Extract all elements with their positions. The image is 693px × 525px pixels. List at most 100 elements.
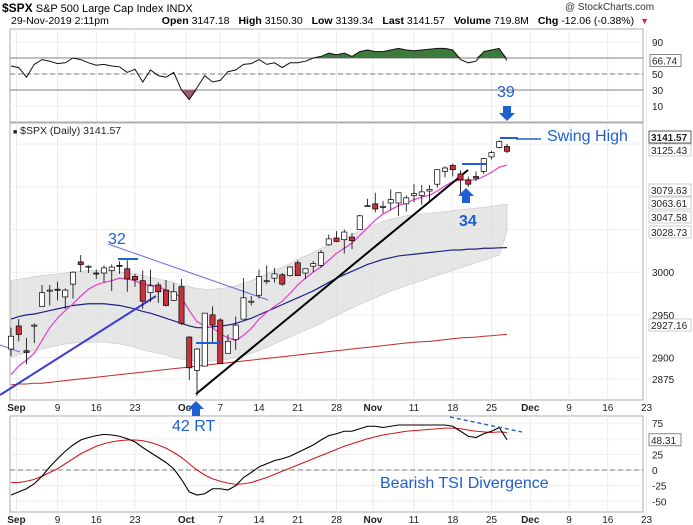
price-xtick: 25 [486,403,498,414]
price-ytick: 2950 [652,311,675,322]
high-value: 3150.30 [264,15,303,27]
candle-body [62,289,69,298]
overlay-value-label: 3047.58 [651,213,688,224]
last-price-box [648,130,692,144]
tsi-xtick: 28 [331,515,343,525]
candle-body [263,280,270,283]
candle-body [170,291,177,301]
overlay-value-box [648,225,692,239]
candle-body [93,272,100,275]
top-ytick: 10 [652,102,664,113]
tsi-xtick: 25 [486,515,498,525]
price-xtick: 23 [641,403,653,414]
candle-body [46,289,53,292]
candle-body [449,165,456,171]
top-last-value: 66.74 [652,57,677,68]
volume-label: Volume [453,15,491,27]
candle-body [279,274,286,285]
tsi-xtick: 16 [602,515,614,525]
top-indicator-plot [10,47,508,101]
candle-body [387,199,394,204]
candle-body [426,188,433,192]
price-xtick: Sep [7,403,25,414]
price-xtick: 28 [331,403,343,414]
candle-body [364,205,371,207]
price-xtick: 7 [217,403,223,414]
bearish-tsi-label: Bearish TSI Divergence [380,475,549,492]
tsi-ytick: 75 [652,419,664,430]
candle-body [403,197,410,205]
volume-value: 719.8M [493,15,529,27]
price-xtick: 16 [602,403,614,414]
price-ytick: 2875 [652,375,675,386]
candle-body [465,179,472,185]
candle-body [132,276,138,281]
tsi-ytick: -25 [652,482,667,493]
candle-body [186,336,193,369]
candle-body [302,268,309,274]
exchange: INDX [166,3,193,15]
tsi-xtick: 23 [129,515,141,525]
price-legend: ■ $SPX (Daily) 3141.57 [13,125,121,137]
overlay-value-label: 2927.16 [651,321,688,332]
candle-body [178,286,185,324]
price-xtick: 18 [447,403,459,414]
overlay-value-box [648,196,692,210]
candle-body [287,266,293,276]
tsi-xtick: Sep [7,515,25,525]
tsi-xtick: 18 [447,515,459,525]
candle-body [473,176,479,179]
price-legend-text: $SPX (Daily) 3141.57 [20,125,122,137]
candle-body [116,264,123,267]
candle-body [496,141,503,148]
top-ytick: 90 [652,38,664,49]
tsi-xtick: 11 [409,515,420,525]
price-xtick: Nov [363,403,382,414]
candle-body [256,276,262,296]
last-value: 3141.57 [406,15,445,27]
arrow-down-39-icon [499,106,515,121]
candle-body [163,289,169,306]
low-value: 3139.34 [335,15,374,27]
overlay-value-box [648,183,692,197]
overlay-value-label: 3125.43 [651,146,688,157]
candle-body [488,152,495,158]
annotation-shapes [118,106,541,416]
top-last-box [649,54,682,67]
price-ytick: 3000 [652,268,675,279]
tsi-plot [10,416,523,496]
candle-body [333,237,340,242]
tsi-xtick: 21 [292,515,304,525]
low-label: Low [311,15,333,27]
candle-body [232,324,239,340]
candle-body [411,193,417,196]
candle-body [380,206,386,208]
tsi-xtick: Nov [363,515,382,525]
price-xtick: 14 [253,403,265,414]
tsi-xtick: 9 [566,515,572,525]
candle-body [8,335,14,350]
chg-label: Chg [537,15,559,27]
tsi-panel-frame [9,415,644,513]
candle-body [194,348,200,371]
tsi-xtick: 16 [91,515,103,525]
ma-mid-line [10,247,508,329]
overlay-value-box [648,143,692,157]
down-arrow-icon: ▼ [640,16,649,26]
label-39: 39 [497,84,515,101]
moving-averages [10,164,508,386]
high-label: High [238,15,262,27]
price-xtick: 9 [55,403,61,414]
chg-value: -12.06 (-0.38%) [561,15,635,27]
ma-short-line [10,164,508,376]
arrow-up-34-icon [458,188,474,203]
price-xtick: 16 [91,403,103,414]
candle-body [318,252,324,266]
price-xtick: 23 [129,403,141,414]
tsi-ytick: 25 [652,450,664,461]
tsi-xtick: 7 [217,515,223,525]
candle-body [341,231,348,241]
support-trendline-blue [0,295,157,396]
tsi-ytick: -50 [652,497,667,508]
